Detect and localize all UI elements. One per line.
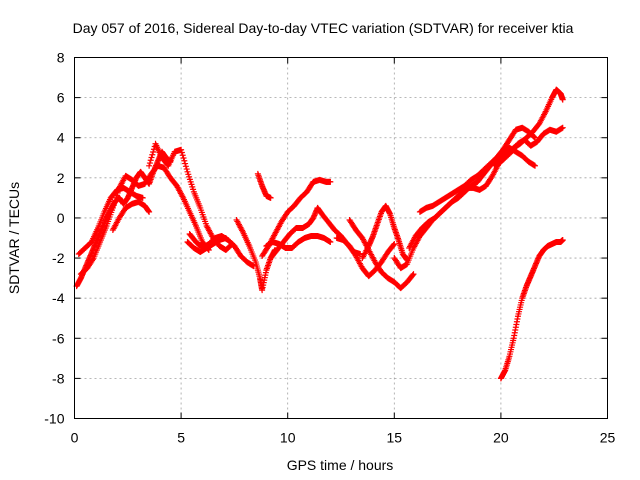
- series-arc-20: [497, 237, 566, 382]
- y-tick-label: -4: [52, 290, 65, 306]
- series-arc-3: [77, 162, 212, 278]
- x-tick-label: 10: [280, 430, 296, 446]
- axis-ticks: [74, 57, 608, 419]
- data-point: [146, 208, 153, 215]
- y-tick-label: 6: [57, 90, 65, 106]
- x-tick-label: 5: [177, 430, 185, 446]
- data-point: [139, 194, 146, 201]
- data-point: [559, 96, 566, 103]
- data-point: [150, 149, 157, 156]
- data-point: [559, 237, 566, 244]
- y-tick-label: -2: [52, 250, 65, 266]
- data-point: [146, 162, 153, 169]
- x-axis-label: GPS time / hours: [287, 457, 394, 473]
- data-points: [73, 86, 566, 382]
- grid-lines: [74, 57, 608, 419]
- data-point: [532, 134, 539, 141]
- data-point: [559, 124, 566, 131]
- data-point: [267, 194, 274, 201]
- data-point: [183, 166, 190, 173]
- y-tick-label: -8: [52, 370, 65, 386]
- plot-frame: [74, 57, 608, 419]
- data-point: [409, 272, 416, 279]
- data-point: [146, 160, 153, 167]
- series-arc-18: [416, 144, 539, 215]
- data-point: [181, 157, 188, 164]
- x-tick-label: 25: [600, 430, 616, 446]
- data-point: [327, 239, 334, 246]
- x-tick-label: 0: [71, 430, 79, 446]
- series-arc-13: [333, 235, 398, 280]
- series-arc-11: [263, 232, 334, 252]
- data-point: [531, 133, 538, 140]
- data-point: [180, 155, 187, 162]
- y-tick-label: 8: [57, 50, 65, 66]
- data-point: [327, 178, 334, 185]
- y-axis-label: SDTVAR / TECUs: [6, 182, 22, 294]
- y-tick-label: -10: [44, 411, 64, 427]
- data-point: [182, 160, 189, 167]
- series-arc-2: [75, 184, 146, 258]
- data-point: [391, 241, 398, 248]
- y-tick-label: 0: [57, 210, 65, 226]
- chart-title: Day 057 of 2016, Sidereal Day-to-day VTE…: [73, 20, 574, 36]
- series-arc-12: [267, 204, 364, 262]
- x-tick-label: 20: [493, 430, 509, 446]
- data-point: [148, 154, 155, 161]
- series-arc-9: [254, 170, 274, 201]
- data-point: [147, 157, 154, 164]
- series-arc-17: [406, 124, 566, 252]
- series-arc-4: [109, 198, 153, 233]
- data-point: [532, 162, 539, 169]
- series-arc-19: [491, 86, 566, 169]
- y-tick-label: -6: [52, 330, 65, 346]
- data-point: [410, 271, 417, 278]
- y-tick-label: 2: [57, 170, 65, 186]
- data-point: [179, 152, 186, 159]
- data-point: [89, 256, 96, 263]
- x-tick-label: 15: [387, 430, 403, 446]
- y-axis-tick-labels: -10 -8 -6 -4 -2 0 2 4 6 8: [44, 50, 64, 427]
- series-arc-7: [184, 235, 229, 256]
- data-point: [222, 235, 229, 241]
- data-point: [182, 163, 189, 170]
- x-axis-tick-labels: 0 5 10 15 20 25: [71, 430, 616, 446]
- data-point: [178, 146, 185, 153]
- data-point: [178, 149, 185, 156]
- data-point: [390, 242, 397, 249]
- y-tick-label: 4: [57, 130, 65, 146]
- data-point: [149, 151, 156, 158]
